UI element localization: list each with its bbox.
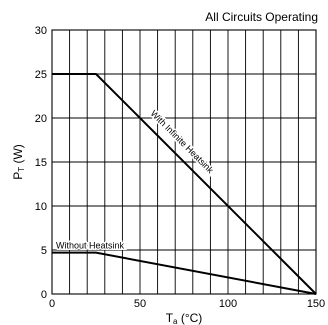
x-tick-label: 50 [134, 298, 146, 310]
tick-labels: 0 50 100 150 0 5 10 15 20 25 30 [35, 25, 325, 310]
y-tick-label: 15 [35, 157, 47, 169]
x-tick-label: 100 [219, 298, 237, 310]
y-tick-label: 0 [41, 289, 47, 301]
y-tick-label: 5 [41, 245, 47, 257]
series-label-without-heatsink: Without Heatsink [56, 241, 125, 251]
y-axis-label: PT (W) [11, 144, 26, 180]
x-axis-label: Ta (°C) [166, 311, 203, 325]
plot-frame [51, 29, 317, 295]
y-tick-label: 10 [35, 201, 47, 213]
y-tick-label: 20 [35, 113, 47, 125]
x-tick-label: 150 [307, 298, 325, 310]
chart-title: All Circuits Operating [205, 10, 318, 24]
grid [51, 29, 317, 295]
x-tick-label: 0 [49, 298, 55, 310]
series-line-without-heatsink [52, 251, 317, 295]
y-tick-label: 30 [35, 25, 47, 37]
series-line-with-infinite-heatsink [52, 73, 317, 295]
y-tick-label: 25 [35, 69, 47, 81]
series [52, 73, 317, 295]
